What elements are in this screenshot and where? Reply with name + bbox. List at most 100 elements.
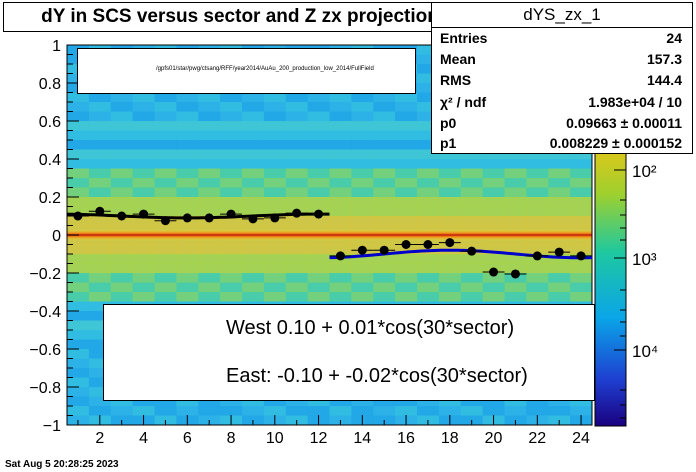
heatmap-cell [67, 320, 90, 331]
heatmap-cell [395, 396, 418, 407]
heatmap-cell [242, 282, 265, 293]
heatmap-cell [373, 130, 396, 141]
heatmap-cell [263, 244, 287, 255]
data-point [226, 209, 236, 219]
heatmap-cell [220, 111, 243, 122]
heatmap-cell [285, 149, 308, 160]
data-point [510, 269, 520, 279]
data-point [73, 211, 83, 221]
heatmap-cell [548, 254, 571, 264]
stats-label: RMS [440, 72, 472, 88]
heatmap-cell [263, 396, 287, 407]
stats-value: 144.4 [646, 72, 682, 88]
heatmap-cell [460, 216, 483, 226]
heatmap-cell [88, 330, 112, 340]
heatmap-cell [285, 282, 308, 293]
heatmap-cell [67, 197, 90, 207]
heatmap-cell [67, 216, 90, 226]
heatmap-cell [220, 396, 243, 407]
heatmap-cell [198, 244, 221, 255]
heatmap-cell [67, 187, 90, 198]
data-point [467, 246, 477, 256]
heatmap-cell [329, 244, 352, 255]
heatmap-cell [176, 102, 199, 112]
heatmap-cell [373, 111, 396, 122]
heatmap-cell [438, 216, 462, 226]
heatmap-cell [88, 111, 112, 122]
heatmap-cell [154, 121, 177, 131]
heatmap-cell [482, 149, 505, 160]
heatmap-cell [307, 254, 330, 264]
heatmap-cell [132, 187, 155, 198]
heatmap-cell [176, 121, 199, 131]
timestamp-footer: Sat Aug 5 20:28:25 2023 [5, 459, 119, 470]
data-point [423, 240, 433, 249]
heatmap-cell [395, 292, 418, 302]
heatmap-cell [417, 45, 440, 55]
heatmap-cell [329, 178, 352, 188]
heatmap-cell [176, 244, 199, 255]
heatmap-cell [88, 292, 112, 302]
heatmap-cell [395, 254, 418, 264]
heatmap-cell [132, 130, 155, 141]
y-tick-label: 0.8 [39, 76, 61, 93]
x-tick-label: 18 [441, 430, 459, 447]
heatmap-cell [242, 149, 265, 160]
heatmap-cell [373, 254, 396, 264]
heatmap-cell [110, 254, 133, 264]
heatmap-cell [198, 292, 221, 302]
heatmap-cell [526, 168, 549, 179]
data-point [117, 211, 127, 221]
heatmap-cell [395, 216, 418, 226]
heatmap-cell [307, 406, 330, 416]
heatmap-cell [482, 168, 505, 179]
stats-value: 1.983e+04 / 10 [588, 94, 682, 110]
heatmap-cell [220, 149, 243, 160]
data-point [576, 251, 586, 261]
heatmap-cell [395, 121, 418, 131]
heatmap-cell [482, 254, 505, 264]
heatmap-cell [132, 254, 155, 264]
heatmap-cell [220, 187, 243, 198]
heatmap-cell [526, 149, 549, 160]
heatmap-cell [307, 92, 330, 103]
heatmap-cell [351, 406, 374, 416]
legend-file-path: /gpfs01/star/pwg/ctsang/RFF/year2014/AuA… [156, 66, 374, 72]
heatmap-cell [67, 292, 90, 302]
heatmap-cell [67, 377, 90, 388]
legend-file-box: /gpfs01/star/pwg/ctsang/RFF/year2014/AuA… [77, 48, 416, 94]
heatmap-cell [373, 263, 396, 274]
heatmap-cell [329, 406, 352, 416]
heatmap-cell [351, 121, 374, 131]
heatmap-cell [482, 206, 505, 217]
heatmap-cell [242, 111, 265, 122]
stats-label: χ² / ndf [440, 94, 487, 110]
heatmap-cell [548, 168, 571, 179]
heatmap-cell [110, 111, 133, 122]
heatmap-cell [198, 149, 221, 160]
heatmap-cell [67, 282, 90, 293]
heatmap-cell [329, 216, 352, 226]
heatmap-cell [417, 140, 440, 150]
heatmap-cell [504, 244, 527, 255]
heatmap-cell [417, 282, 440, 293]
stats-row: p0 0.09663 ± 0.00011 [440, 115, 682, 136]
heatmap-cell [373, 168, 396, 179]
heatmap-cell [373, 206, 396, 217]
heatmap-cell [242, 102, 265, 112]
heatmap-cell [67, 159, 90, 169]
heatmap-cell [154, 149, 177, 160]
colorbar-tick-label: 10² [632, 162, 657, 181]
heatmap-cell [307, 273, 330, 283]
heatmap-cell [570, 282, 593, 293]
heatmap-cell [460, 206, 483, 217]
heatmap-cell [220, 197, 243, 207]
y-tick-label: −1 [43, 418, 61, 435]
heatmap-cell [88, 149, 112, 160]
heatmap-cell [198, 263, 221, 274]
heatmap-cell [395, 282, 418, 293]
heatmap-cell [460, 197, 483, 207]
heatmap-cell [176, 111, 199, 122]
heatmap-cell [395, 206, 418, 217]
heatmap-cell [67, 396, 90, 407]
